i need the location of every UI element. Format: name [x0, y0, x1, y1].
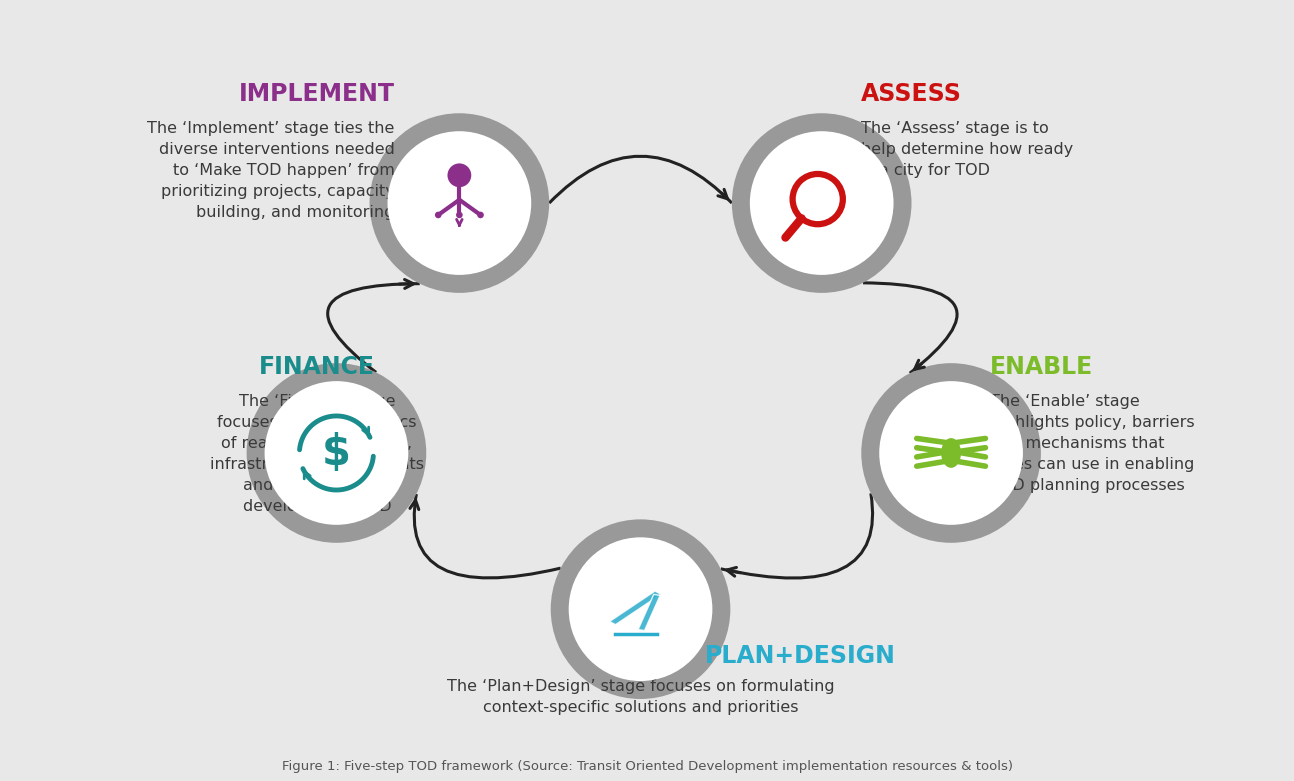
Polygon shape — [638, 594, 660, 630]
Text: $: $ — [322, 432, 351, 474]
Text: IMPLEMENT: IMPLEMENT — [238, 82, 395, 106]
Text: The ‘Finance’ stage
focuses on the dynamics
of real estate financing,
infrastruc: The ‘Finance’ stage focuses on the dynam… — [210, 394, 424, 515]
Text: FINANCE: FINANCE — [259, 355, 375, 380]
Ellipse shape — [879, 381, 1024, 525]
Text: ASSESS: ASSESS — [861, 82, 961, 106]
Ellipse shape — [387, 131, 532, 275]
Text: The ‘Assess’ stage is to
help determine how ready
is a city for TOD: The ‘Assess’ stage is to help determine … — [861, 121, 1073, 178]
Ellipse shape — [455, 212, 463, 218]
Text: The ‘Implement’ stage ties the
diverse interventions needed
to ‘Make TOD happen’: The ‘Implement’ stage ties the diverse i… — [148, 121, 395, 220]
Ellipse shape — [749, 131, 894, 275]
Ellipse shape — [435, 212, 441, 218]
Ellipse shape — [264, 381, 409, 525]
Text: PLAN+DESIGN: PLAN+DESIGN — [705, 644, 897, 669]
Ellipse shape — [477, 212, 484, 218]
Polygon shape — [609, 591, 661, 625]
Ellipse shape — [551, 519, 730, 699]
Text: The ‘Plan+Design’ stage focuses on formulating
context-specific solutions and pr: The ‘Plan+Design’ stage focuses on formu… — [446, 679, 835, 715]
Ellipse shape — [732, 113, 911, 293]
Ellipse shape — [568, 537, 713, 681]
Ellipse shape — [247, 363, 426, 543]
Text: ENABLE: ENABLE — [990, 355, 1093, 380]
Text: The ‘Enable’ stage
highlights policy, barriers
and mechanisms that
cities can us: The ‘Enable’ stage highlights policy, ba… — [990, 394, 1194, 494]
Ellipse shape — [448, 163, 471, 187]
Ellipse shape — [370, 113, 549, 293]
Ellipse shape — [941, 438, 961, 468]
Ellipse shape — [862, 363, 1040, 543]
Text: Figure 1: Five-step TOD framework (Source: Transit Oriented Development implemen: Figure 1: Five-step TOD framework (Sourc… — [282, 760, 1012, 773]
